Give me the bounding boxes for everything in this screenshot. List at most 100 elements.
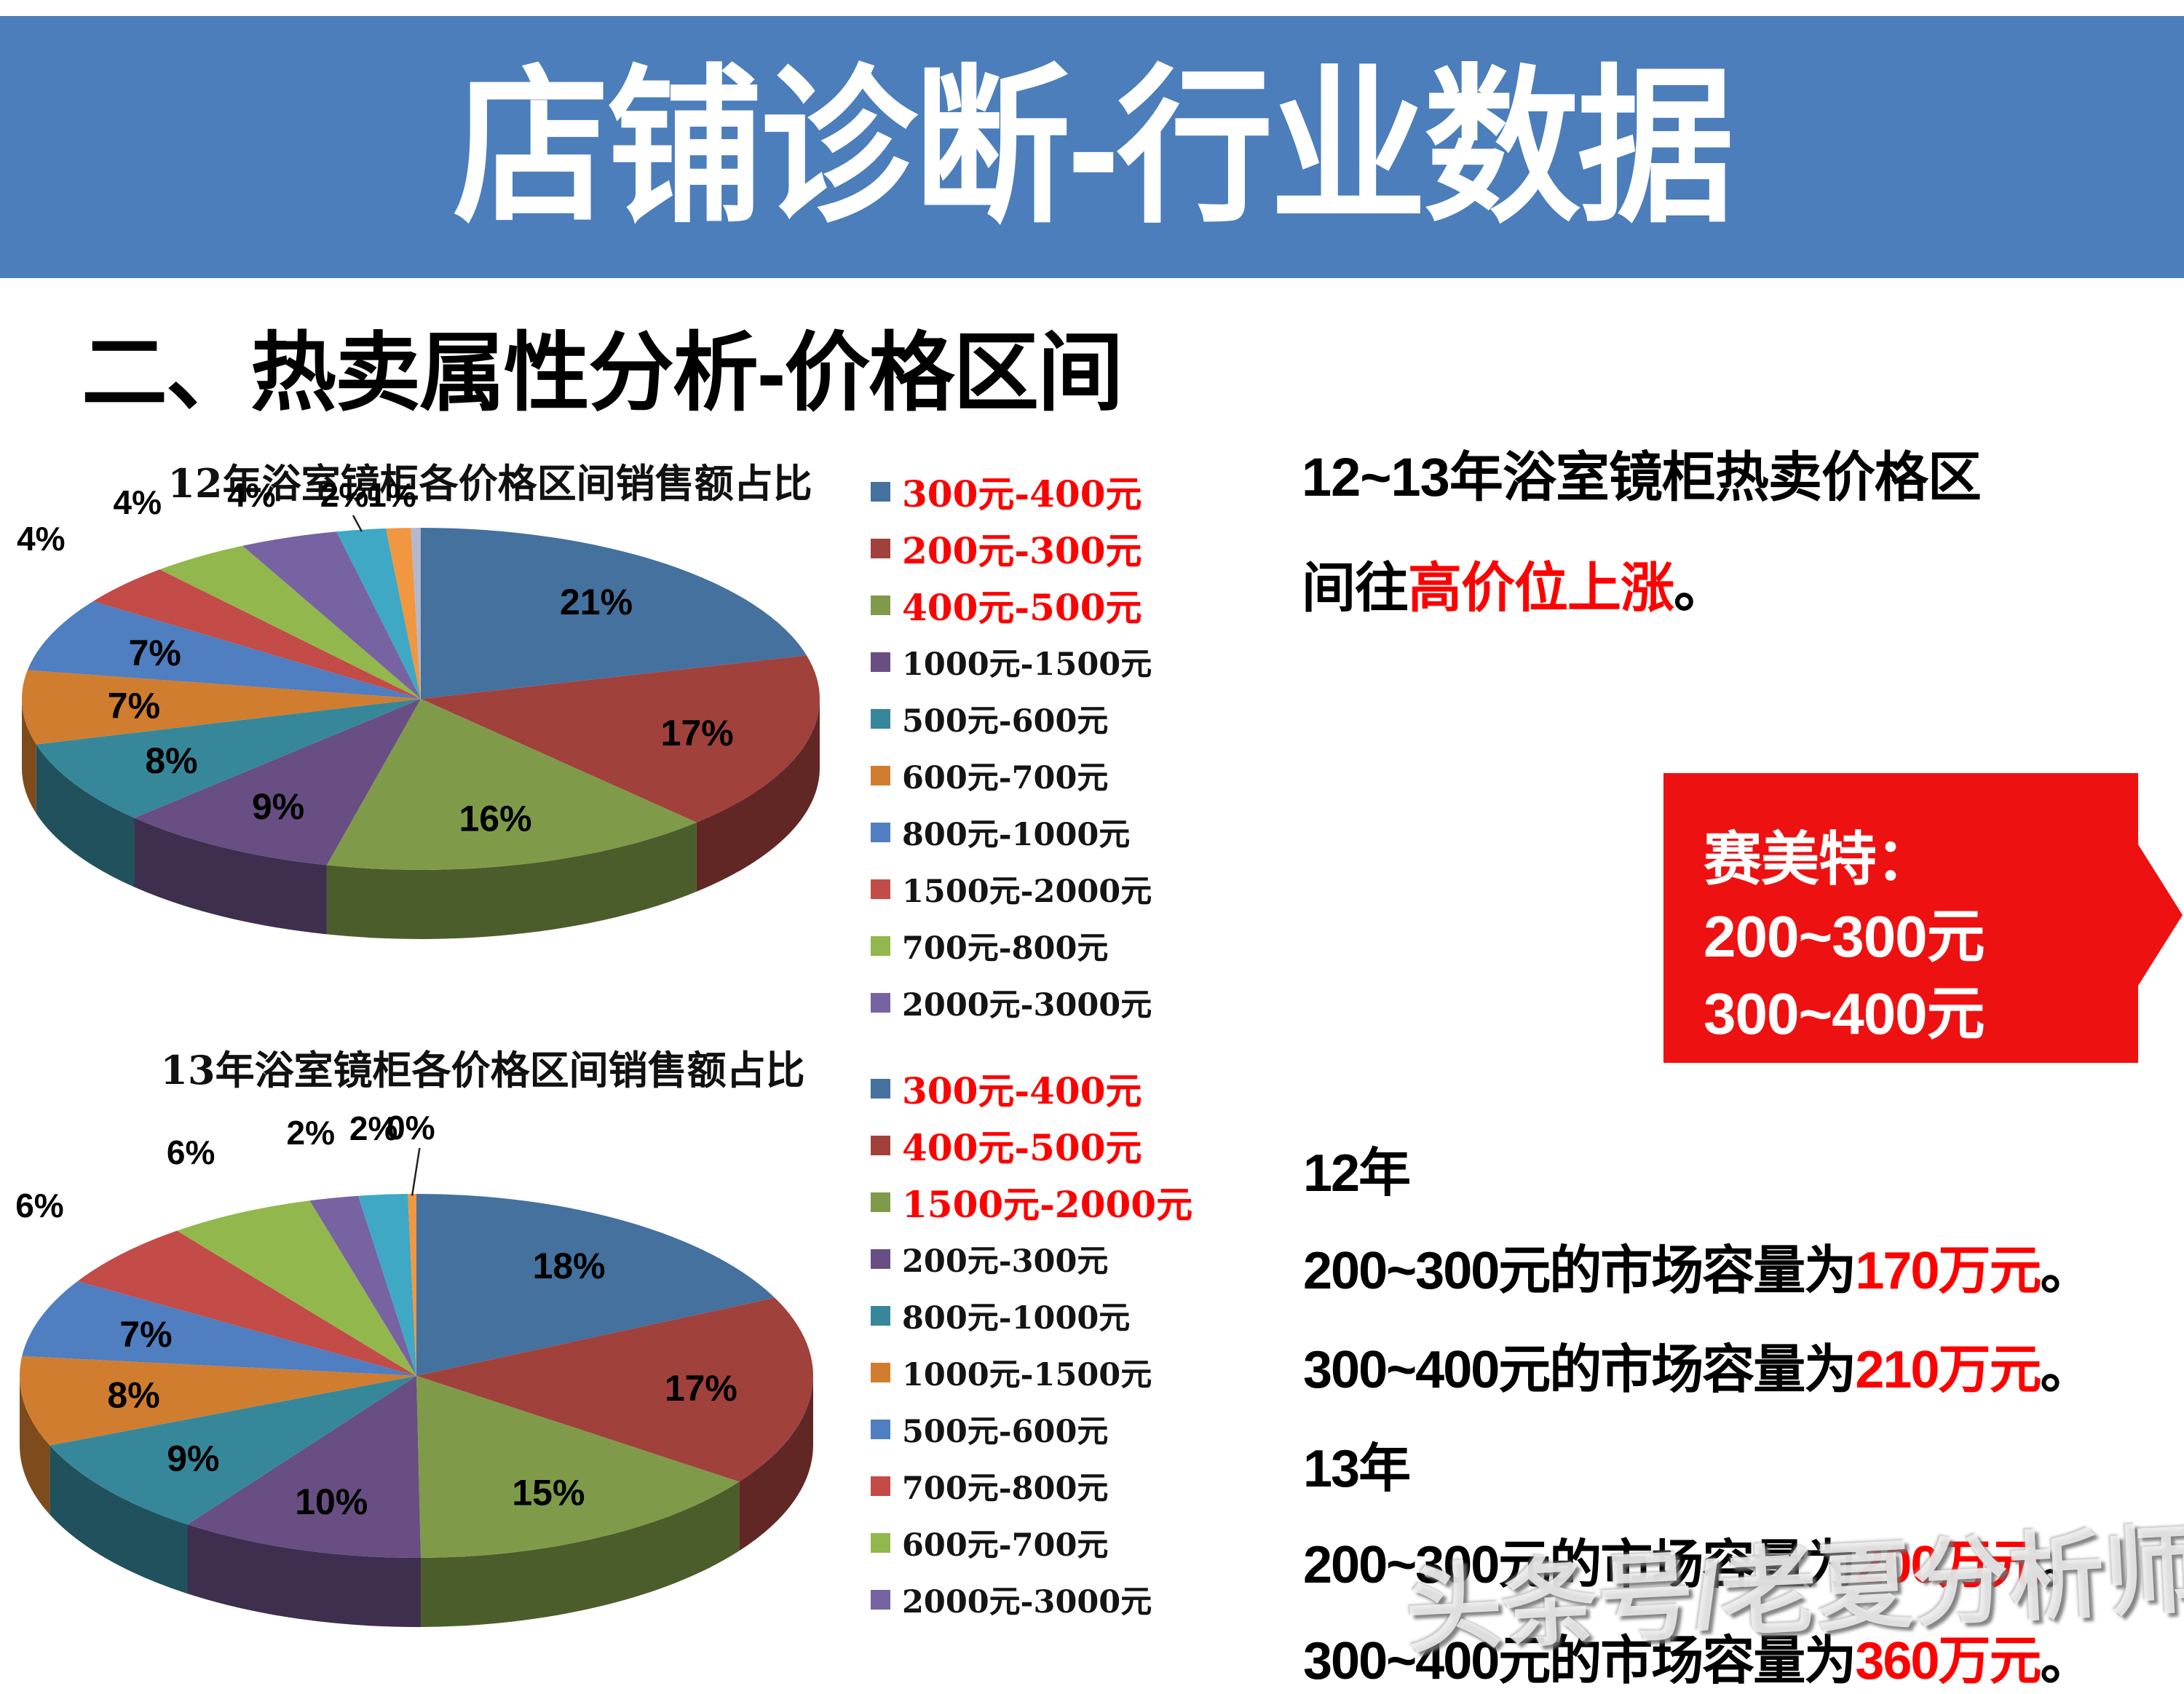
pie-percent-label: 21% xyxy=(560,582,633,622)
legend-swatch-icon xyxy=(871,1589,890,1610)
legend-label: 1500元-2000元 xyxy=(902,1183,1193,1226)
legend-swatch-icon xyxy=(871,595,890,615)
legend-swatch-icon xyxy=(871,879,890,899)
legend-swatch-icon xyxy=(871,1419,890,1439)
legend-label: 400元-500元 xyxy=(902,586,1142,629)
stat-year-label: 13年 xyxy=(1303,1440,1411,1498)
legend-swatch-icon xyxy=(871,1078,890,1099)
legend-item: 400元-500元 xyxy=(871,577,1213,633)
pie-percent-label: 6% xyxy=(15,1187,63,1224)
legend-item: 2000元-3000元 xyxy=(871,1571,1213,1628)
legend-swatch-icon xyxy=(871,822,890,842)
legend-swatch-icon xyxy=(871,765,890,785)
pie-chart-2012: 21% 17% 16% 9% 8% 7% 7% 4% 4% 4% 2%1% xyxy=(17,476,820,939)
legend-swatch-icon xyxy=(871,708,890,729)
legend-swatch-icon xyxy=(871,992,890,1013)
insight-punct: 。 xyxy=(1674,558,1728,618)
pie-percent-label: 2% xyxy=(287,1114,335,1152)
legend-item: 1000元-1500元 xyxy=(871,1344,1213,1401)
legend-item: 800元-1000元 xyxy=(871,1287,1213,1344)
chart2-title: 13年浴室镜柜各价格区间销售额占比 xyxy=(160,1047,805,1093)
insight-highlight: 高价位上涨 xyxy=(1408,558,1674,618)
page-title: 店铺诊断-行业数据 xyxy=(453,52,1734,242)
legend-item: 700元-800元 xyxy=(871,917,1213,974)
legend-swatch-icon xyxy=(871,1305,890,1326)
title-banner: 店铺诊断-行业数据 xyxy=(0,16,2184,278)
pie-percent-label: 4% xyxy=(114,483,162,521)
pie-percent-label: 9% xyxy=(252,786,304,827)
pie-percent-label: 17% xyxy=(665,1368,737,1409)
legend-item: 800元-1000元 xyxy=(871,804,1213,860)
legend-label: 700元-800元 xyxy=(902,1471,1109,1507)
pie-percent-label: 4% xyxy=(17,520,65,558)
legend-item: 600元-700元 xyxy=(871,747,1213,804)
pie-percent-label: 6% xyxy=(167,1133,215,1171)
pie-percent-label: 9% xyxy=(167,1438,219,1479)
pie-percent-label: 1% xyxy=(368,476,416,514)
legend-2013: 300元-400元 400元-500元 1500元-2000元 200元-300元 80… xyxy=(871,1060,1213,1628)
stat-value-red: 170万元 xyxy=(1855,1242,2041,1300)
legend-item: 400元-500元 xyxy=(871,1117,1213,1173)
legend-label: 800元-1000元 xyxy=(902,1300,1131,1337)
pie-percent-label: 2% xyxy=(320,476,368,514)
legend-item: 500元-600元 xyxy=(871,1401,1213,1457)
stat-value-red: 210万元 xyxy=(1855,1341,2041,1399)
pie-percent-label: 16% xyxy=(459,798,531,839)
legend-item: 1500元-2000元 xyxy=(871,1173,1213,1230)
pie-percent-label: 7% xyxy=(129,633,181,673)
legend-swatch-icon xyxy=(871,538,890,558)
legend-item: 1000元-1500元 xyxy=(871,633,1213,690)
insight-text: 间往 xyxy=(1302,558,1409,618)
callout-arrow-icon xyxy=(2138,844,2183,986)
pie-percent-label: 2% xyxy=(349,1109,397,1147)
pie-percent-label: 7% xyxy=(108,685,160,726)
legend-label: 1000元-1500元 xyxy=(902,1357,1152,1393)
stat-value-red: 200万元 xyxy=(1855,1536,2041,1594)
pie-percent-label: 8% xyxy=(107,1374,159,1415)
legend-label: 2000元-3000元 xyxy=(902,987,1152,1024)
section-heading: 二、热卖属性分析-价格区间 xyxy=(82,325,1123,421)
legend-item: 1500元-2000元 xyxy=(871,860,1213,917)
legend-label: 700元-800元 xyxy=(902,930,1109,967)
pie-percent-label: 15% xyxy=(512,1473,585,1513)
stat-year-label: 12年 xyxy=(1303,1144,1411,1203)
stat-line: 200~300元的市场容量为170万元。 xyxy=(1303,1242,2092,1300)
insight-paragraph-line1: 12~13年浴室镜柜热卖价格区 xyxy=(1302,447,1982,507)
legend-label: 300元-400元 xyxy=(902,1069,1142,1112)
stat-line: 200~300元的市场容量为200万元。 xyxy=(1303,1536,2092,1594)
legend-label: 200元-300元 xyxy=(902,1243,1109,1280)
pie-percent-label: 10% xyxy=(295,1481,368,1522)
callout-line2: 200~300元 xyxy=(1704,904,1985,969)
legend-label: 600元-700元 xyxy=(902,1527,1109,1564)
legend-swatch-icon xyxy=(871,1192,890,1212)
callout-line3: 300~400元 xyxy=(1704,981,1985,1046)
legend-swatch-icon xyxy=(871,935,890,956)
pie-percent-label: 4% xyxy=(227,476,275,514)
legend-swatch-icon xyxy=(871,1135,890,1155)
legend-label: 1000元-1500元 xyxy=(902,646,1152,683)
legend-2012: 300元-400元 200元-300元 400元-500元 1000元-1500元 50… xyxy=(871,463,1213,1031)
brand-callout-box xyxy=(1663,773,2138,1063)
legend-label: 1500元-2000元 xyxy=(902,874,1152,910)
legend-item: 300元-400元 xyxy=(871,1060,1213,1117)
legend-label: 500元-600元 xyxy=(902,703,1109,740)
legend-swatch-icon xyxy=(871,1362,890,1382)
legend-label: 500元-600元 xyxy=(902,1414,1109,1450)
legend-item: 200元-300元 xyxy=(871,1230,1213,1287)
legend-item: 300元-400元 xyxy=(871,463,1213,520)
legend-label: 200元-300元 xyxy=(902,529,1142,572)
legend-item: 200元-300元 xyxy=(871,520,1213,577)
legend-item: 2000元-3000元 xyxy=(871,974,1213,1031)
brand-callout-text: 赛美特： 200~300元 300~400元 xyxy=(1704,821,1985,1053)
insight-paragraph-line2: 间往高价位上涨。 xyxy=(1302,545,2175,622)
legend-swatch-icon xyxy=(871,1532,890,1553)
legend-swatch-icon xyxy=(871,652,890,672)
pie-percent-label: 7% xyxy=(119,1314,172,1355)
pie-percent-label: 18% xyxy=(533,1246,606,1286)
pie-percent-label: 8% xyxy=(145,740,197,781)
legend-label: 300元-400元 xyxy=(902,472,1142,515)
stat-line: 300~400元的市场容量为210万元。 xyxy=(1303,1341,2092,1399)
legend-label: 600元-700元 xyxy=(902,760,1109,796)
legend-item: 700元-800元 xyxy=(871,1457,1213,1514)
legend-label: 2000元-3000元 xyxy=(902,1584,1152,1620)
